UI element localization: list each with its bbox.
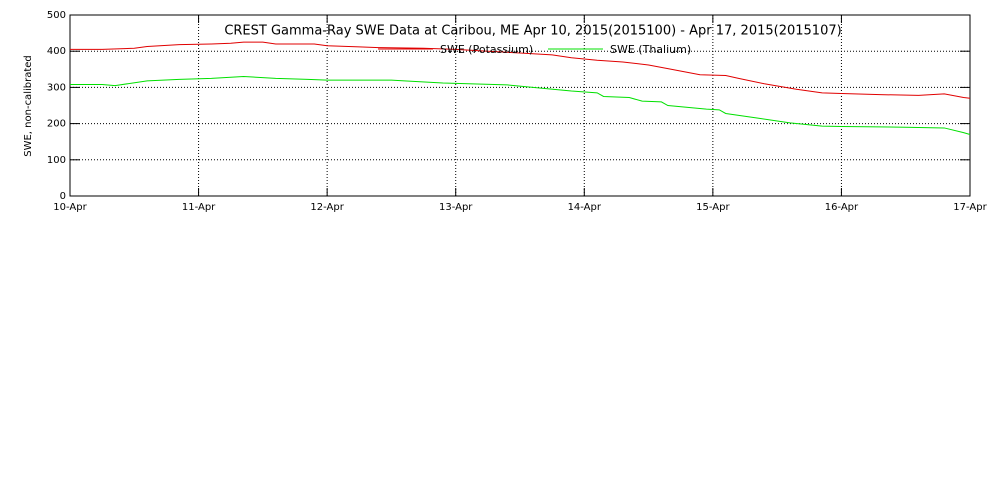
x-tick-label: 10-Apr [53,202,87,213]
x-tick-label: 12-Apr [310,202,344,213]
legend-text: SWE (Thalium) [610,43,691,56]
x-tick-label: 13-Apr [439,202,473,213]
y-tick-label: 0 [60,191,66,202]
data-line [70,41,971,99]
chart-title: CREST Gamma-Ray SWE Data at Caribou, ME … [224,24,841,39]
y-tick-label: 500 [47,10,66,21]
y-axis-label: SWE, non-calibrated [23,55,34,157]
plot-frame [69,14,971,197]
x-tick-label: 16-Apr [825,202,859,213]
y-tick-label: 100 [47,155,66,166]
x-tick-label: 17-Apr [953,202,987,213]
legend-text: SWE (Potassium) [440,43,533,56]
data-line [70,76,971,135]
x-tick-label: 11-Apr [182,202,216,213]
y-tick-label: 400 [47,46,66,57]
x-tick-label: 14-Apr [568,202,602,213]
y-tick-label: 200 [47,119,66,130]
x-tick-label: 15-Apr [696,202,730,213]
y-tick-label: 300 [47,82,66,93]
